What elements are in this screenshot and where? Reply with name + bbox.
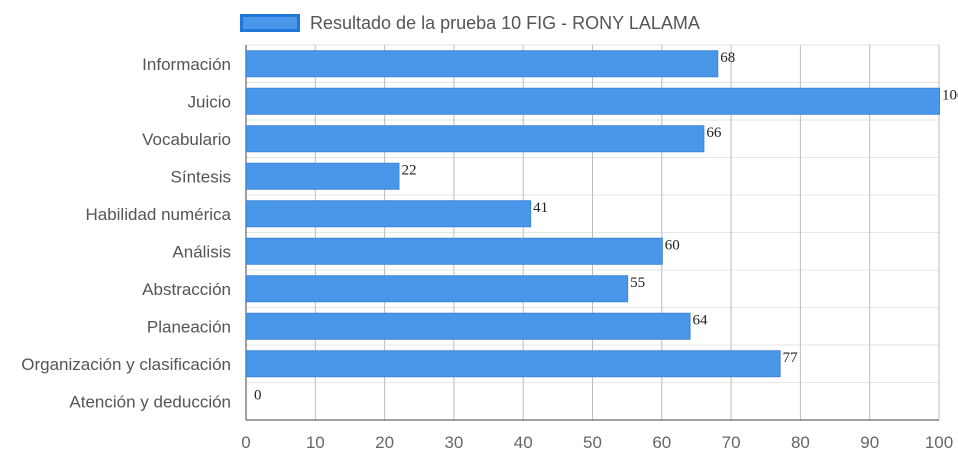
bar xyxy=(246,87,940,115)
data-label: 55 xyxy=(630,275,645,291)
category-label: Atención y deducción xyxy=(69,392,231,411)
category-label: Planeación xyxy=(147,317,231,336)
data-label: 77 xyxy=(783,350,799,366)
category-label: Organización y clasificación xyxy=(21,355,231,374)
x-tick-label: 10 xyxy=(306,433,325,452)
bar xyxy=(246,162,400,190)
data-label: 64 xyxy=(693,312,709,328)
x-tick-label: 40 xyxy=(514,433,533,452)
bar xyxy=(246,237,663,265)
data-label: 60 xyxy=(665,237,680,253)
category-label: Síntesis xyxy=(171,167,231,186)
data-label: 22 xyxy=(401,162,416,178)
data-label: 66 xyxy=(706,125,722,141)
category-label: Vocabulario xyxy=(142,130,231,149)
x-tick-label: 100 xyxy=(925,433,953,452)
data-label: 0 xyxy=(254,387,262,403)
legend-swatch xyxy=(240,14,300,32)
data-label: 100 xyxy=(942,87,958,103)
bar xyxy=(246,200,532,228)
category-label: Habilidad numérica xyxy=(85,205,231,224)
bar xyxy=(246,125,705,153)
x-tick-label: 0 xyxy=(241,433,250,452)
category-label: Abstracción xyxy=(142,280,231,299)
category-label: Análisis xyxy=(172,242,231,261)
x-tick-label: 50 xyxy=(583,433,602,452)
x-tick-label: 80 xyxy=(791,433,810,452)
data-label: 68 xyxy=(720,50,735,66)
bar xyxy=(246,312,691,340)
x-tick-label: 70 xyxy=(722,433,741,452)
bar xyxy=(246,350,781,378)
legend-label: Resultado de la prueba 10 FIG - RONY LAL… xyxy=(310,12,700,33)
category-label: Información xyxy=(142,55,231,74)
data-label: 41 xyxy=(533,200,548,216)
category-label: Juicio xyxy=(188,92,231,111)
x-tick-label: 60 xyxy=(652,433,671,452)
bar xyxy=(246,50,719,78)
x-tick-label: 90 xyxy=(860,433,879,452)
x-tick-label: 20 xyxy=(375,433,394,452)
legend: Resultado de la prueba 10 FIG - RONY LAL… xyxy=(240,10,700,36)
x-tick-label: 30 xyxy=(444,433,463,452)
bar xyxy=(246,275,629,303)
